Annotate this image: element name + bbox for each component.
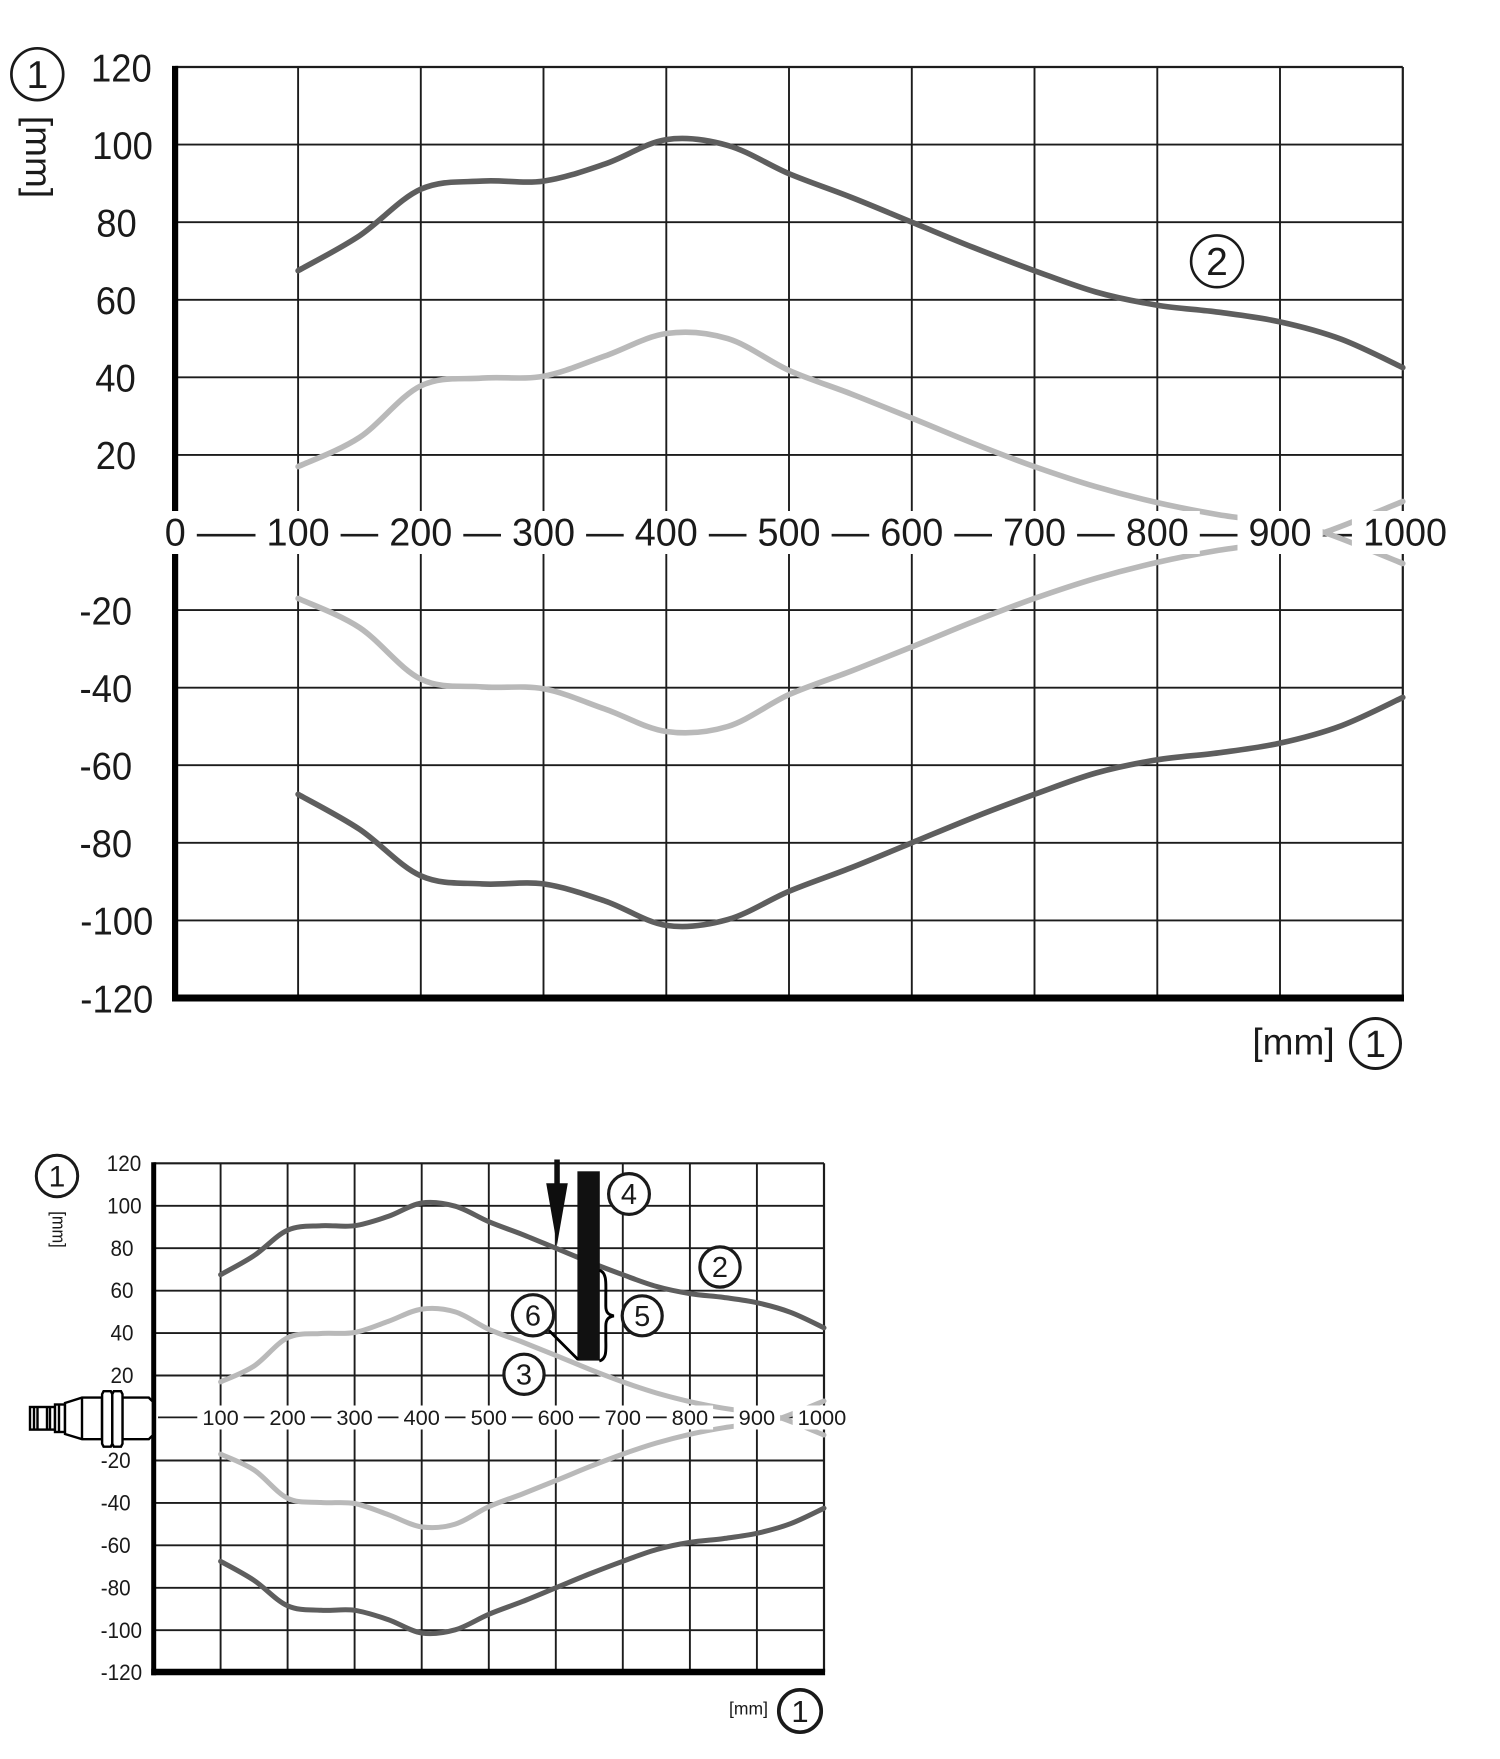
svg-text:0: 0 xyxy=(165,511,186,554)
svg-text:100: 100 xyxy=(107,1193,142,1218)
svg-text:60: 60 xyxy=(111,1278,134,1303)
svg-text:500: 500 xyxy=(471,1407,507,1430)
svg-text:1: 1 xyxy=(49,1161,66,1194)
svg-text:[mm]: [mm] xyxy=(18,116,59,198)
svg-text:3: 3 xyxy=(516,1360,532,1392)
svg-text:5: 5 xyxy=(634,1301,650,1333)
svg-text:80: 80 xyxy=(111,1236,134,1261)
svg-text:1: 1 xyxy=(1365,1024,1386,1066)
svg-text:-40: -40 xyxy=(101,1491,131,1516)
svg-text:[mm]: [mm] xyxy=(1252,1022,1334,1063)
svg-text:-60: -60 xyxy=(101,1533,131,1558)
svg-text:40: 40 xyxy=(111,1321,134,1346)
svg-text:500: 500 xyxy=(757,511,820,554)
svg-text:200: 200 xyxy=(389,511,452,554)
svg-text:200: 200 xyxy=(269,1407,305,1430)
svg-text:-40: -40 xyxy=(80,668,133,711)
svg-text:-20: -20 xyxy=(101,1448,131,1473)
svg-text:20: 20 xyxy=(111,1363,134,1388)
svg-text:400: 400 xyxy=(404,1407,440,1430)
svg-text:100: 100 xyxy=(202,1407,238,1430)
svg-text:-80: -80 xyxy=(101,1575,131,1600)
svg-text:700: 700 xyxy=(1003,511,1066,554)
svg-text:120: 120 xyxy=(107,1151,142,1176)
svg-text:-100: -100 xyxy=(80,901,153,944)
svg-text:900: 900 xyxy=(739,1407,775,1430)
svg-text:600: 600 xyxy=(880,511,943,554)
svg-text:80: 80 xyxy=(96,203,137,246)
svg-text:700: 700 xyxy=(605,1407,641,1430)
svg-text:1: 1 xyxy=(791,1694,808,1729)
svg-text:2: 2 xyxy=(712,1252,728,1284)
svg-text:600: 600 xyxy=(538,1407,574,1430)
svg-text:20: 20 xyxy=(96,435,137,478)
svg-text:60: 60 xyxy=(96,280,137,323)
svg-text:1000: 1000 xyxy=(798,1407,847,1430)
svg-text:300: 300 xyxy=(336,1407,372,1430)
svg-text:800: 800 xyxy=(672,1407,708,1430)
svg-text:120: 120 xyxy=(91,47,152,90)
svg-text:-120: -120 xyxy=(80,978,153,1021)
svg-text:-20: -20 xyxy=(79,590,132,633)
svg-text:-100: -100 xyxy=(101,1618,142,1643)
svg-text:[mm]: [mm] xyxy=(729,1699,768,1719)
svg-text:800: 800 xyxy=(1126,511,1189,554)
svg-text:2: 2 xyxy=(1206,241,1228,284)
svg-text:1: 1 xyxy=(26,54,48,97)
svg-text:[mm]: [mm] xyxy=(48,1211,69,1248)
svg-text:900: 900 xyxy=(1248,511,1311,554)
svg-text:-120: -120 xyxy=(101,1660,142,1685)
svg-text:1000: 1000 xyxy=(1363,511,1447,554)
svg-text:100: 100 xyxy=(92,125,153,168)
svg-text:300: 300 xyxy=(512,511,575,554)
svg-text:6: 6 xyxy=(525,1301,541,1333)
svg-text:40: 40 xyxy=(95,358,136,401)
svg-text:4: 4 xyxy=(621,1179,637,1211)
svg-text:-80: -80 xyxy=(79,823,132,866)
svg-text:100: 100 xyxy=(267,511,330,554)
svg-text:400: 400 xyxy=(635,511,698,554)
svg-text:-60: -60 xyxy=(79,746,132,789)
